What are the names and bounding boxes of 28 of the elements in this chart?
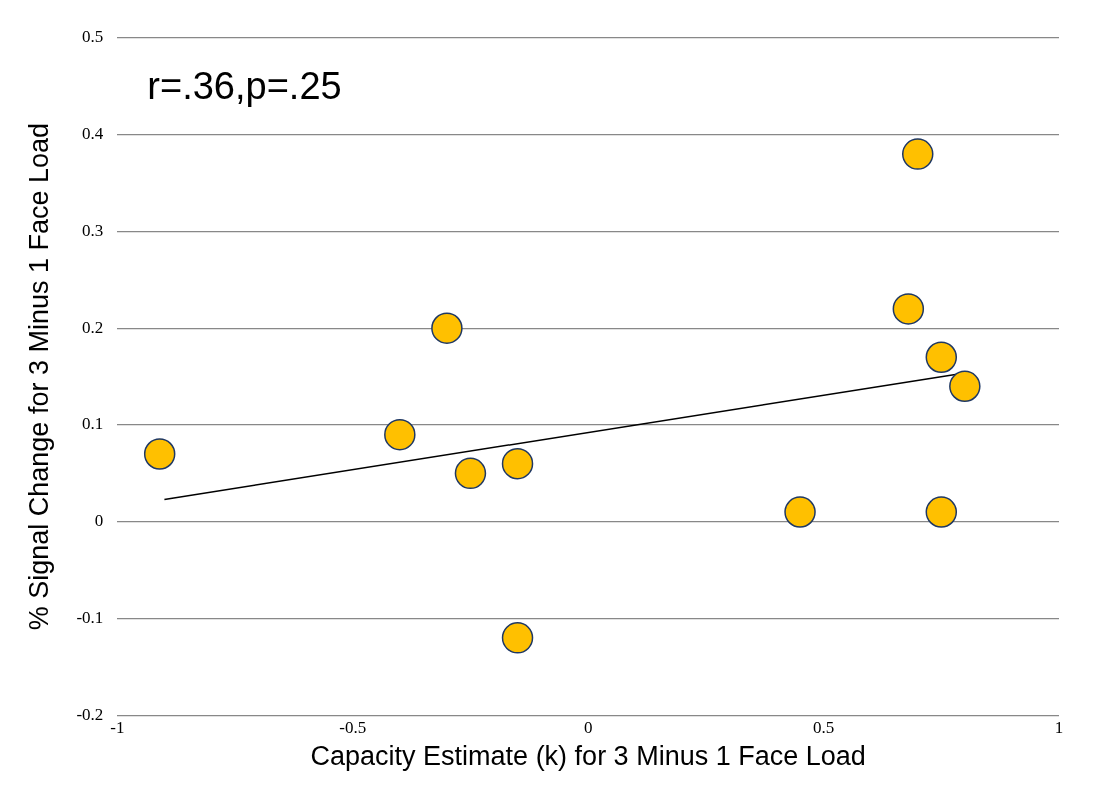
point <box>501 447 534 480</box>
annotation: r=.36,p=.25 <box>147 65 342 108</box>
point <box>143 438 176 470</box>
y-tick-label: 0.4 <box>82 124 104 144</box>
x-axis-title: Capacity Estimate (k) for 3 Minus 1 Face Load <box>310 741 866 772</box>
point <box>902 138 934 170</box>
y-tick-label: 0.5 <box>82 27 104 47</box>
point <box>784 496 816 528</box>
y-tick-label: 0.1 <box>82 414 104 434</box>
point <box>925 496 958 528</box>
point <box>949 370 981 403</box>
x-tick-label: -0.5 <box>339 717 367 737</box>
y-axis-title: % Signal Change for 3 Minus 1 Face Load <box>23 122 54 631</box>
x-tick-label: 1 <box>1054 717 1064 737</box>
y-tick-label: 0.2 <box>82 317 104 337</box>
point <box>384 418 416 451</box>
point <box>454 457 487 490</box>
y-tick-label: -0.2 <box>76 704 104 724</box>
point <box>501 622 534 654</box>
point <box>892 293 925 325</box>
y-tick-label: 0.3 <box>82 220 104 240</box>
y-tick-label: -0.1 <box>76 607 104 627</box>
x-tick-label: 0 <box>583 717 593 737</box>
point <box>431 312 463 344</box>
x-tick-label: -1 <box>110 717 125 737</box>
point <box>925 341 958 373</box>
x-tick-label: 0.5 <box>812 717 835 737</box>
y-tick-label: 0 <box>94 511 104 531</box>
